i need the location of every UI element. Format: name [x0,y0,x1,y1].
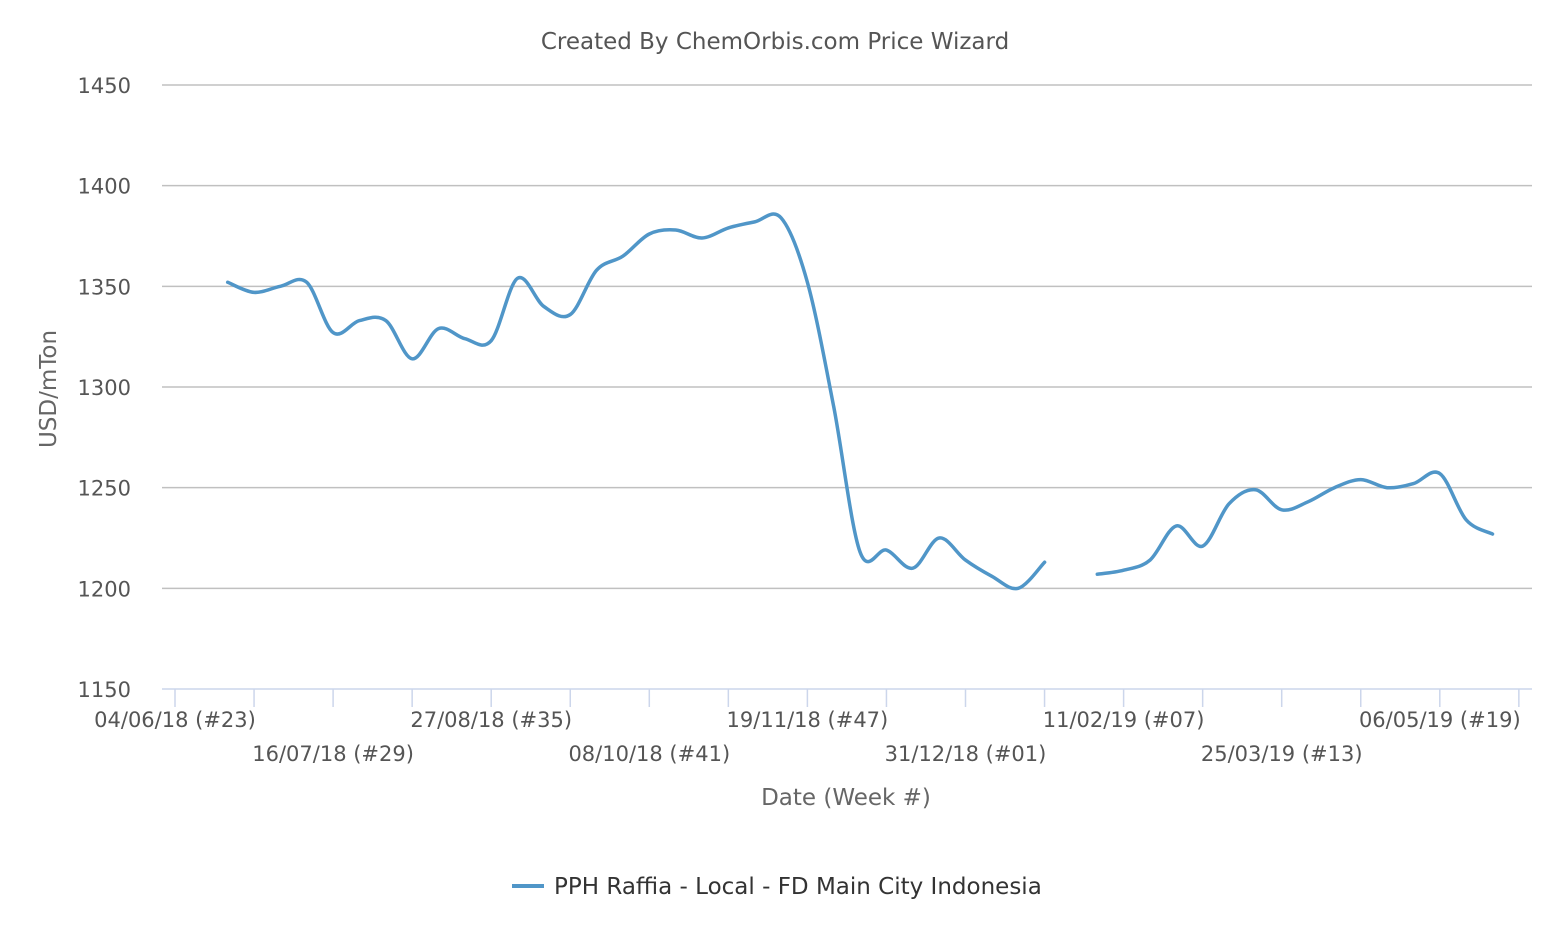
series-line [1095,470,1495,576]
x-tick-label: 04/06/18 (#23) [94,708,256,732]
chart-title: Created By ChemOrbis.com Price Wizard [541,29,1009,55]
y-axis-ticks: 1150 1200 1250 1300 1350 1400 1450 [78,74,131,702]
x-tick-label: 08/10/18 (#41) [568,742,730,766]
series-lines [225,212,1495,591]
y-tick-label: 1250 [78,477,131,501]
y-tick-label: 1150 [78,678,131,702]
grid-lines [162,84,1532,590]
legend-label: PPH Raffia - Local - FD Main City Indone… [554,874,1042,900]
y-tick-label: 1450 [78,74,131,98]
legend[interactable]: PPH Raffia - Local - FD Main City Indone… [512,874,1042,900]
x-tick-label: 11/02/19 (#07) [1043,708,1205,732]
x-tick-label: 25/03/19 (#13) [1201,742,1363,766]
x-tick-label: 16/07/18 (#29) [252,742,414,766]
series-line [225,212,1047,591]
y-tick-label: 1350 [78,275,131,299]
y-tick-label: 1300 [78,376,131,400]
x-axis-ticks: 04/06/18 (#23) 16/07/18 (#29) 27/08/18 (#3… [94,689,1521,766]
x-axis-label: Date (Week #) [761,785,931,811]
y-axis-label: USD/mTon [36,330,62,448]
x-tick-label: 19/11/18 (#47) [727,708,889,732]
x-tick-label: 31/12/18 (#01) [885,742,1047,766]
y-tick-label: 1400 [78,175,131,199]
y-tick-label: 1200 [78,577,131,601]
x-tick-label: 27/08/18 (#35) [410,708,572,732]
x-tick-label: 06/05/19 (#19) [1359,708,1521,732]
